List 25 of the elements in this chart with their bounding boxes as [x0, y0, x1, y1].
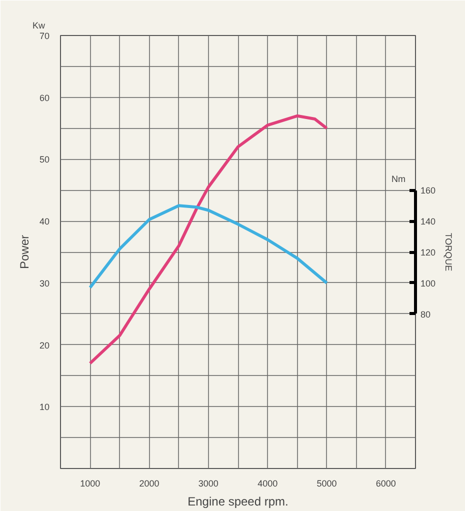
y2-axis-title: TORQUE	[444, 232, 454, 272]
y-tick-label: 10	[39, 402, 50, 412]
x-tick-label: 6000	[376, 478, 396, 488]
y2-tick-label: 120	[420, 248, 436, 258]
x-tick-label: 1000	[80, 478, 100, 488]
x-tick-label: 5000	[316, 478, 337, 488]
text: Kw	[32, 20, 46, 30]
y2-tick-label: 80	[420, 309, 431, 320]
annotation: Nm	[392, 174, 406, 184]
y-tick-label: 50	[39, 154, 50, 165]
x-tick-label: 3000	[198, 478, 218, 488]
x-tick-label: 2000	[139, 478, 160, 488]
y2-tick-label: 140	[420, 216, 436, 227]
y-tick-label: 60	[39, 92, 50, 103]
y2-tick-label: 160	[420, 186, 436, 196]
x-tick-label: 4000	[258, 478, 278, 488]
line-series	[88, 204, 328, 290]
y-tick-label: 40	[39, 216, 50, 227]
y-tick-label: 30	[39, 278, 50, 288]
y2-tick-label: 100	[420, 278, 436, 288]
x-axis-title: Engine speed rpm.	[188, 494, 288, 508]
y-axis-title: Power	[17, 234, 32, 270]
y-tick-label: 70	[39, 31, 50, 41]
y-tick-label: 20	[39, 340, 50, 350]
line-series	[88, 114, 328, 365]
